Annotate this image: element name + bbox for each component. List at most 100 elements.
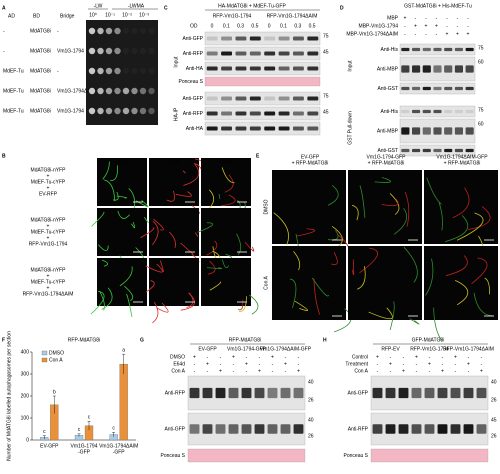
row-label: Anti-GFP xyxy=(182,96,203,102)
row-label: Anti-GST xyxy=(377,148,398,154)
yeast-spot xyxy=(122,27,130,35)
sign: - xyxy=(467,15,469,21)
band xyxy=(249,36,261,41)
cell-outline xyxy=(126,293,133,318)
cell-outline xyxy=(467,206,491,230)
mw-marker: 75 xyxy=(478,45,484,51)
cell-outline xyxy=(473,292,493,317)
band xyxy=(189,387,200,399)
yeast-spot xyxy=(131,87,138,95)
yeast-spot xyxy=(88,27,96,35)
cell-outline xyxy=(359,247,378,274)
sign: - xyxy=(468,368,470,374)
cell-outline xyxy=(221,167,235,184)
band xyxy=(293,387,304,399)
band xyxy=(215,387,226,399)
sign: - xyxy=(246,354,248,360)
band xyxy=(215,424,226,434)
construct: MdATG8i xyxy=(30,48,51,54)
band xyxy=(293,424,304,434)
cell-outline xyxy=(166,190,175,202)
micrograph xyxy=(201,208,251,256)
yeast-spot xyxy=(122,87,130,95)
sign: - xyxy=(416,368,418,374)
yeast-spot xyxy=(131,27,138,35)
cell-outline xyxy=(289,278,297,309)
sign: + xyxy=(404,15,407,21)
micrograph xyxy=(149,258,199,306)
sign: - xyxy=(446,23,448,29)
yeast-spot xyxy=(148,107,155,115)
sign: - xyxy=(220,354,222,360)
band xyxy=(235,126,247,131)
band xyxy=(454,127,463,135)
sign: + xyxy=(206,361,209,367)
column-header: EV-GFP xyxy=(301,154,320,160)
band xyxy=(372,387,383,399)
yeast-spot xyxy=(114,47,121,55)
sign: - xyxy=(285,368,287,374)
column-header: Vm1G-1794ΔAIM-GFP xyxy=(436,154,488,160)
cell-outline xyxy=(145,263,163,273)
row-label: Anti-HA xyxy=(186,126,204,132)
column-header: BD xyxy=(33,13,40,19)
sign: - xyxy=(272,361,274,367)
sign: - xyxy=(467,23,469,29)
mw-marker: 60 xyxy=(478,121,484,127)
sign: - xyxy=(194,361,196,367)
sign: - xyxy=(259,361,261,367)
cell-outline xyxy=(239,296,247,313)
cell-outline xyxy=(327,185,339,206)
row-label: Anti-RFP xyxy=(183,51,204,57)
sign: + xyxy=(467,31,470,37)
construct: MdEF-Tu-cYFP xyxy=(31,179,66,185)
cell-outline xyxy=(197,222,214,233)
mw-marker: 40 xyxy=(491,379,497,385)
yeast-spot xyxy=(131,107,138,115)
sign: - xyxy=(455,368,457,374)
sign: + xyxy=(297,368,300,374)
treatment-label: Con A xyxy=(171,368,185,374)
band xyxy=(278,111,290,116)
cell-outline xyxy=(153,218,164,231)
cell-outline xyxy=(313,278,321,315)
construct: MdATG8i-nYFP xyxy=(31,267,67,273)
column-header: RFP-Vm1G-1794ΔAIM xyxy=(267,13,318,19)
band xyxy=(307,36,319,41)
blot xyxy=(204,61,321,76)
cell-outline xyxy=(294,300,308,311)
construct: + xyxy=(47,185,50,191)
band xyxy=(221,66,233,71)
construct: Vm1G-1794 xyxy=(57,48,84,54)
construct: MdEF-Tu-cYFP xyxy=(31,229,66,235)
panel-label: E xyxy=(256,153,260,159)
construct: Vm1G-1794ΔAIM xyxy=(57,88,96,94)
sign: - xyxy=(272,368,274,374)
construct: - xyxy=(3,48,5,54)
column-header: AD xyxy=(8,13,15,19)
band xyxy=(292,66,304,71)
band xyxy=(411,387,422,399)
band xyxy=(202,424,213,434)
yeast-spot xyxy=(122,107,130,115)
legend-swatch xyxy=(41,350,48,356)
band xyxy=(280,424,291,434)
sign: - xyxy=(446,15,448,21)
band xyxy=(411,424,422,434)
band xyxy=(280,387,291,399)
sign: - xyxy=(298,354,300,360)
cell-outline xyxy=(425,258,434,296)
band xyxy=(292,51,304,56)
sign: + xyxy=(480,368,483,374)
yeast-spot xyxy=(88,87,96,95)
od-value: 0.1 xyxy=(223,23,230,29)
band xyxy=(307,111,319,116)
yeast-spot xyxy=(97,27,104,35)
band xyxy=(454,47,463,52)
band xyxy=(433,109,442,114)
sign: - xyxy=(220,361,222,367)
cell-outline xyxy=(403,246,418,283)
cell-outline xyxy=(273,212,289,245)
construct: MdATG8i xyxy=(30,108,51,114)
band xyxy=(264,36,276,41)
